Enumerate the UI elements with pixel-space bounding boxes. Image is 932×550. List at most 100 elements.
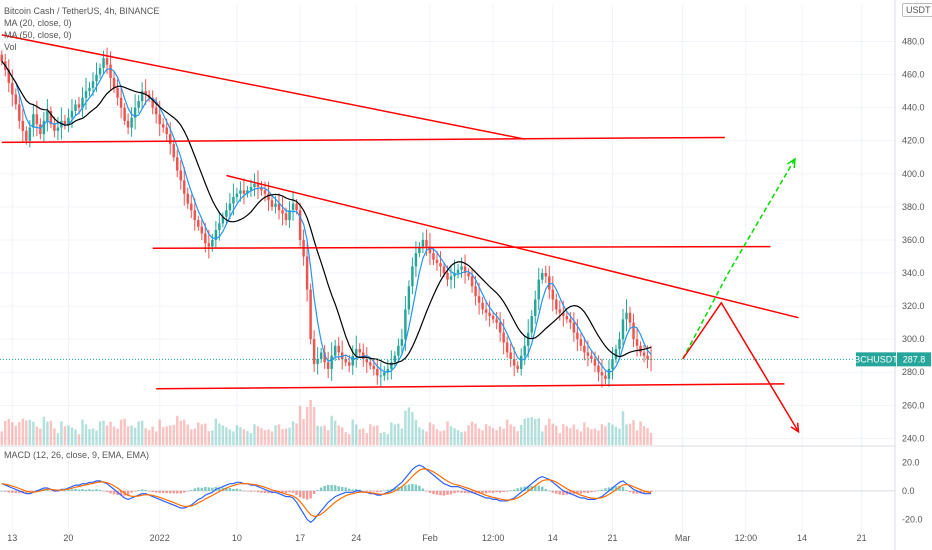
candle-body [133,107,137,118]
signal-line [1,468,652,518]
macd-histogram-bar [204,486,207,491]
macd-histogram-bar [418,485,421,491]
candle-body [488,312,491,317]
macd-histogram-bar [355,488,358,491]
macd-histogram-bar [453,490,456,494]
trendline-5[interactable] [156,383,785,390]
bear-arrow[interactable] [682,301,800,433]
macd-histogram-bar [502,490,505,493]
candle-body [130,117,133,128]
volume-bar [144,428,147,445]
macd-histogram-bar [607,487,611,491]
candle-body [225,210,228,217]
macd-histogram-bar [600,489,604,491]
volume-bar [133,427,137,445]
macd-histogram-bar [179,490,182,494]
macd-histogram-bar [505,490,509,492]
volume-bar [597,430,600,445]
candle-body [621,319,625,340]
macd-histogram-bar [562,490,565,496]
volume-bar [432,424,435,445]
candle-body [218,223,221,231]
macd-histogram-bar [49,490,53,492]
volume-bar [393,424,397,445]
legend-ma50[interactable]: MA (50, close, 0) [4,30,72,40]
macd-histogram-bar [316,490,319,491]
macd-histogram-bar [625,490,628,491]
volume-bar [407,407,411,445]
candle-body [576,332,579,340]
volume-bar [411,412,414,445]
volume-bar [81,419,84,445]
candle-body [418,246,421,254]
candle-body [267,193,270,201]
candle-body [102,58,105,68]
macd-histogram-bar [246,490,249,492]
candle-body [642,352,646,356]
macd-histogram-bar [421,488,425,491]
candle-body [481,302,484,310]
candle-body [625,312,628,320]
volume-bar [491,428,495,445]
volume-bar [355,424,358,445]
candle-body [372,365,376,369]
legend-vol[interactable]: Vol [4,42,17,52]
volume-bar [200,424,204,445]
macd-histogram-bar [112,490,116,495]
volume-bar [95,430,98,445]
volume-bar [530,417,533,445]
volume-bar [425,431,428,445]
volume-bar [298,405,302,445]
volume-bar [28,419,32,445]
bull-arrow[interactable] [682,158,796,360]
volume-bar [351,419,354,445]
macd-histogram-bar [253,490,256,492]
macd-histogram-bar [158,490,161,493]
volume-bar [463,431,467,445]
macd-tick-label: -20.0 [902,514,923,524]
candle-body [597,365,600,373]
candle-body [326,362,330,369]
trendline-2[interactable] [1,136,725,144]
volume-bar [523,418,526,445]
macd-histogram-bar [548,490,551,492]
candle-body [63,120,67,125]
legend-ma20[interactable]: MA (20, close, 0) [4,18,72,28]
macd-histogram-bar [288,490,291,493]
y-tick-label: 380.0 [902,202,925,212]
legend-title[interactable]: Bitcoin Cash / TetherUS, 4h, BINANCE [4,6,160,16]
macd-histogram-bar [590,490,593,493]
candle-body [390,362,393,369]
currency-button[interactable]: USDT [902,3,932,17]
y-tick-label: 420.0 [902,136,925,146]
macd-legend[interactable]: MACD (12, 26, close, 9, EMA, EMA) [4,450,150,460]
macd-histogram-bar [140,489,144,491]
volume-bar [607,422,611,445]
trendline-1[interactable] [1,34,525,140]
volume-bar [519,424,523,445]
macd-histogram-bar [98,489,102,491]
macd-histogram-bar [597,490,600,492]
macd-histogram-bar [137,490,140,491]
candle-body [565,316,569,320]
y-tick-label: 460.0 [902,70,925,80]
candle-body [548,276,551,290]
macd-histogram-bar [432,490,435,495]
macd-histogram-bar [309,490,312,499]
macd-histogram-bar [260,490,263,493]
macd-histogram-bar [579,490,583,494]
drawing-layer[interactable] [0,34,895,434]
volume-bar [281,429,284,445]
macd-histogram-bar [337,486,340,491]
trendline-4[interactable] [152,245,771,249]
volume-bar [330,415,333,445]
candle-body [333,345,337,356]
macd-histogram-bar [460,490,463,493]
volume-bar [312,407,316,445]
volume-bar [362,428,365,445]
macd-histogram-bar [207,487,211,491]
candle-body [435,259,439,264]
macd-histogram-bar [291,490,295,493]
grid-layer [0,0,896,550]
